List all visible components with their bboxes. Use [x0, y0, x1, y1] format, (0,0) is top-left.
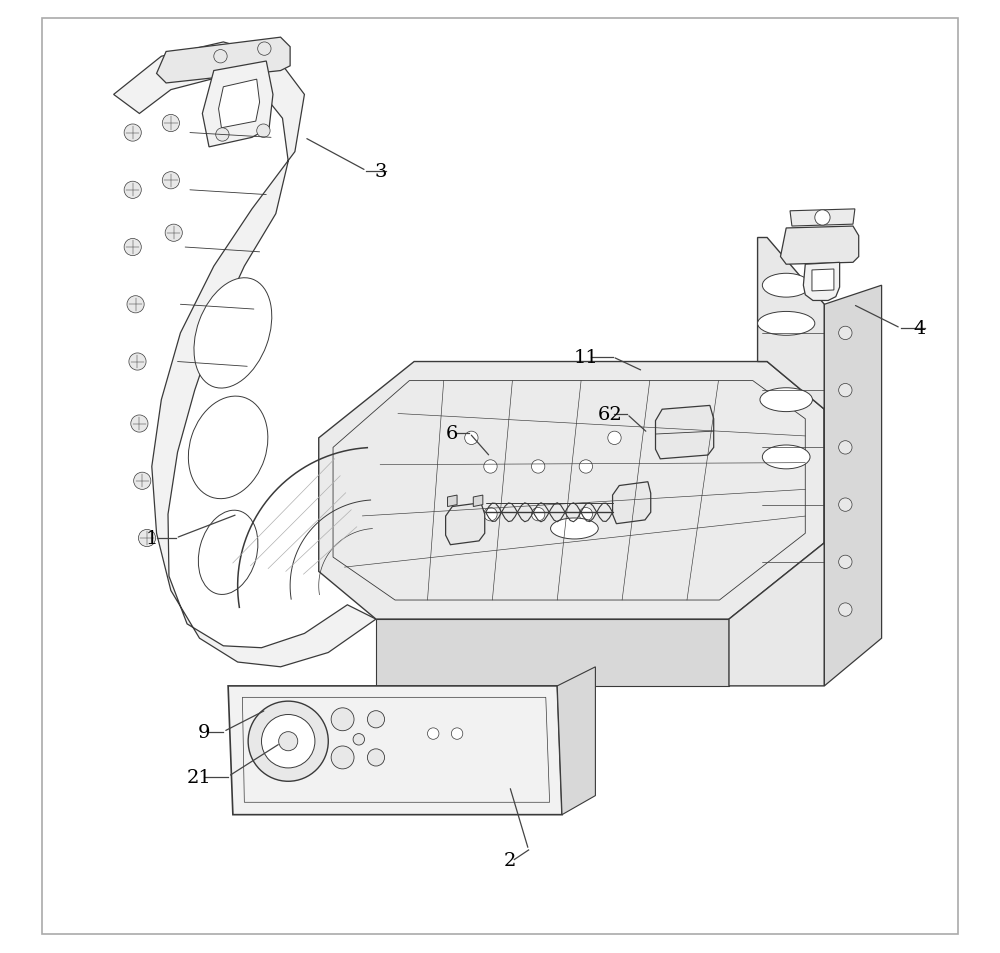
Circle shape	[465, 432, 478, 445]
Circle shape	[127, 296, 144, 314]
Circle shape	[165, 225, 182, 242]
Circle shape	[162, 172, 179, 190]
Circle shape	[839, 327, 852, 340]
Polygon shape	[473, 496, 483, 507]
Polygon shape	[780, 227, 859, 265]
Ellipse shape	[762, 446, 810, 470]
Circle shape	[451, 728, 463, 740]
Circle shape	[839, 384, 852, 397]
Polygon shape	[729, 238, 824, 686]
Polygon shape	[448, 496, 457, 507]
Polygon shape	[219, 80, 260, 129]
Circle shape	[138, 530, 156, 547]
Circle shape	[531, 508, 545, 521]
Polygon shape	[319, 362, 824, 619]
Text: 6: 6	[446, 425, 458, 442]
Text: 3: 3	[374, 163, 387, 180]
Circle shape	[162, 115, 179, 132]
Circle shape	[839, 603, 852, 617]
Circle shape	[839, 441, 852, 455]
Polygon shape	[446, 503, 485, 545]
Ellipse shape	[198, 511, 258, 595]
Polygon shape	[812, 270, 834, 292]
Circle shape	[367, 749, 385, 766]
Circle shape	[839, 498, 852, 512]
Polygon shape	[228, 686, 562, 815]
Circle shape	[214, 51, 227, 64]
Polygon shape	[656, 406, 714, 459]
Circle shape	[531, 460, 545, 474]
Circle shape	[248, 701, 328, 781]
Text: 2: 2	[503, 851, 516, 868]
Text: 9: 9	[198, 723, 211, 740]
Circle shape	[124, 182, 141, 199]
Circle shape	[331, 708, 354, 731]
Ellipse shape	[758, 313, 815, 335]
Circle shape	[839, 556, 852, 569]
Ellipse shape	[551, 518, 598, 539]
Circle shape	[131, 416, 148, 433]
Ellipse shape	[762, 274, 810, 298]
Polygon shape	[824, 286, 882, 686]
Ellipse shape	[760, 389, 812, 412]
Text: 21: 21	[187, 768, 212, 785]
Circle shape	[216, 129, 229, 142]
Polygon shape	[376, 619, 729, 686]
Circle shape	[124, 239, 141, 256]
Circle shape	[331, 746, 354, 769]
Polygon shape	[803, 263, 840, 301]
Circle shape	[279, 732, 298, 751]
Circle shape	[579, 508, 593, 521]
Text: 11: 11	[573, 349, 598, 366]
Text: 1: 1	[146, 530, 158, 547]
Polygon shape	[790, 210, 855, 227]
Text: 4: 4	[914, 320, 926, 337]
Polygon shape	[613, 482, 651, 524]
Circle shape	[427, 728, 439, 740]
Circle shape	[608, 432, 621, 445]
Circle shape	[353, 734, 365, 745]
Text: 62: 62	[597, 406, 622, 423]
Circle shape	[484, 508, 497, 521]
Ellipse shape	[194, 278, 272, 389]
Polygon shape	[114, 43, 376, 667]
Circle shape	[134, 473, 151, 490]
Circle shape	[367, 711, 385, 728]
Polygon shape	[202, 62, 273, 148]
Circle shape	[579, 460, 593, 474]
Circle shape	[484, 460, 497, 474]
Circle shape	[258, 43, 271, 56]
Polygon shape	[157, 38, 290, 84]
Circle shape	[815, 211, 830, 226]
Circle shape	[257, 125, 270, 138]
Circle shape	[262, 715, 315, 768]
Ellipse shape	[188, 396, 268, 499]
Circle shape	[129, 354, 146, 371]
Circle shape	[124, 125, 141, 142]
Polygon shape	[557, 667, 595, 815]
